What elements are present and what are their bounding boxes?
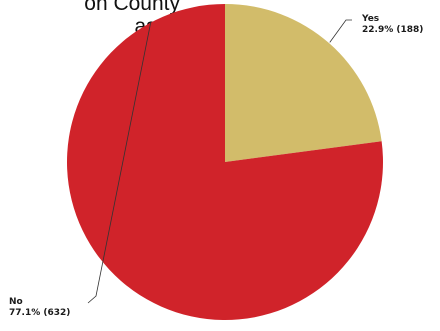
pie-slices xyxy=(66,4,383,320)
leader-line-no xyxy=(87,21,152,304)
leader-line-yes xyxy=(329,19,352,43)
slice-value-label-no: 77.1% (632) xyxy=(9,308,70,318)
slice-label-yes: Yes xyxy=(361,14,379,24)
slice-value-label-yes: 22.9% (188) xyxy=(362,25,423,35)
pie-slice-yes xyxy=(225,4,382,162)
pie-slice-no xyxy=(66,4,383,320)
slice-label-no: No xyxy=(9,297,23,307)
